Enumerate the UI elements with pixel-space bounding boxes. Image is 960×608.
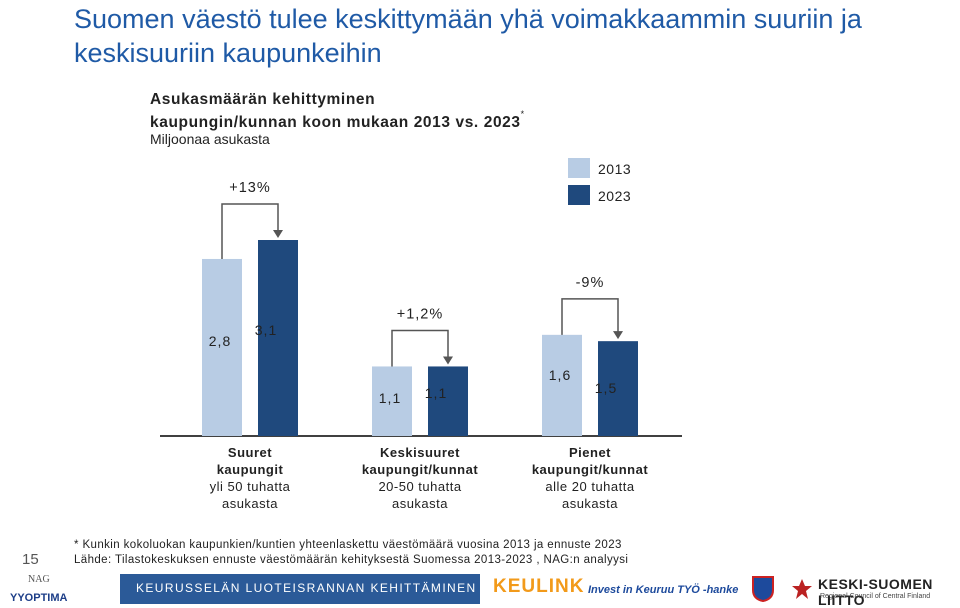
bar-2023-2 [598, 341, 638, 436]
optima-logo: YYOPTIMA [10, 592, 68, 604]
chart-subtitle: Asukasmäärän kehittyminen kaupungin/kunn… [150, 90, 525, 132]
bar-2023-1 [428, 366, 468, 436]
category-desc-line-2-0: alle 20 tuhatta [545, 479, 635, 494]
value-label-2013-0: 2,8 [209, 333, 231, 349]
change-label-1: +1,2% [397, 306, 444, 322]
footer-project-strip [120, 574, 480, 604]
bar-2023-0 [258, 240, 298, 436]
keulink-logo: KEULINK [493, 576, 585, 597]
coat-of-arms-icon [752, 576, 774, 602]
bar-2013-1 [372, 366, 412, 436]
change-bracket-0 [221, 203, 279, 259]
page-title: Suomen väestö tulee keskittymään yhä voi… [74, 4, 862, 68]
category-desc-line-1-1: asukasta [391, 496, 449, 511]
change-bracket-2 [561, 298, 619, 336]
bar-chart: 2,8 3,1 +13% 1,1 1,1 +1,2% 1,6 1,5 -9% 2013 2023 [160, 158, 682, 437]
change-label-2: -9% [576, 275, 605, 291]
bar-2013-2 [542, 334, 582, 436]
footnote: * Kunkin kokoluokan kaupunkien/kuntien y… [74, 538, 628, 568]
footnote-line-1: * Kunkin kokoluokan kaupunkien/kuntien y… [74, 539, 622, 551]
region-council-name: KESKI-SUOMEN LIITTO [818, 576, 933, 608]
value-label-2023-1: 1,1 [425, 385, 447, 401]
category-name-line-0-1: kaupungit [216, 462, 284, 477]
legend-swatch-2013 [568, 158, 590, 178]
category-desc-line-1-0: 20-50 tuhatta [378, 479, 462, 494]
category-name-line-0-0: Suuret [227, 445, 273, 460]
subtitle-line-2: kaupungin/kunnan koon mukaan 2013 vs. 20… [150, 114, 521, 132]
category-name-line-1-1: kaupungit/kunnat [361, 462, 479, 477]
category-desc-line-0-1: asukasta [221, 496, 279, 511]
source-line: Lähde: Tilastokeskuksen ennuste väestömä… [74, 554, 629, 566]
category-name-line-2-1: kaupungit/kunnat [531, 462, 649, 477]
value-label-2013-2: 1,6 [549, 367, 571, 383]
page-number: 15 [22, 551, 39, 568]
value-label-2023-2: 1,5 [595, 380, 617, 396]
category-label-1: Keskisuuret kaupungit/kunnat 20-50 tuhatta… [320, 444, 520, 512]
value-label-2013-1: 1,1 [379, 390, 401, 406]
category-name-line-1-0: Keskisuuret [380, 445, 460, 460]
change-arrowhead-0 [273, 230, 283, 238]
unit-label: Miljoonaa asukasta [150, 131, 270, 147]
invest-text: Invest in Keuruu TYÖ -hanke [588, 584, 739, 596]
legend-swatch-2023 [568, 185, 590, 205]
subtitle-line-1: Asukasmäärän kehittyminen [150, 91, 376, 108]
region-council-subtitle: Regional Council of Central Finland [820, 593, 931, 600]
category-label-0: Suuret kaupungit yli 50 tuhatta asukasta [150, 444, 350, 512]
footer-project-text: KEURUSSELÄN LUOTEISRANNAN KEHITTÄMINEN [136, 581, 477, 595]
bar-2013-0 [202, 258, 242, 436]
region-emblem-icon [792, 579, 812, 599]
legend-label-2013: 2013 [598, 161, 631, 177]
category-name-line-2-0: Pienet [568, 445, 611, 460]
value-label-2023-0: 3,1 [255, 322, 277, 338]
subtitle-footnote-marker: * [520, 109, 525, 119]
change-bracket-1 [391, 329, 449, 367]
category-desc-line-0-0: yli 50 tuhatta [209, 479, 291, 494]
category-label-2: Pienet kaupungit/kunnat alle 20 tuhatta asu… [490, 444, 690, 512]
legend-label-2023: 2023 [598, 188, 631, 204]
change-arrowhead-2 [613, 331, 623, 340]
change-label-0: +13% [229, 180, 271, 196]
change-arrowhead-1 [443, 356, 453, 365]
category-desc-line-2-1: asukasta [561, 496, 619, 511]
nag-logo: NAG [28, 574, 50, 585]
